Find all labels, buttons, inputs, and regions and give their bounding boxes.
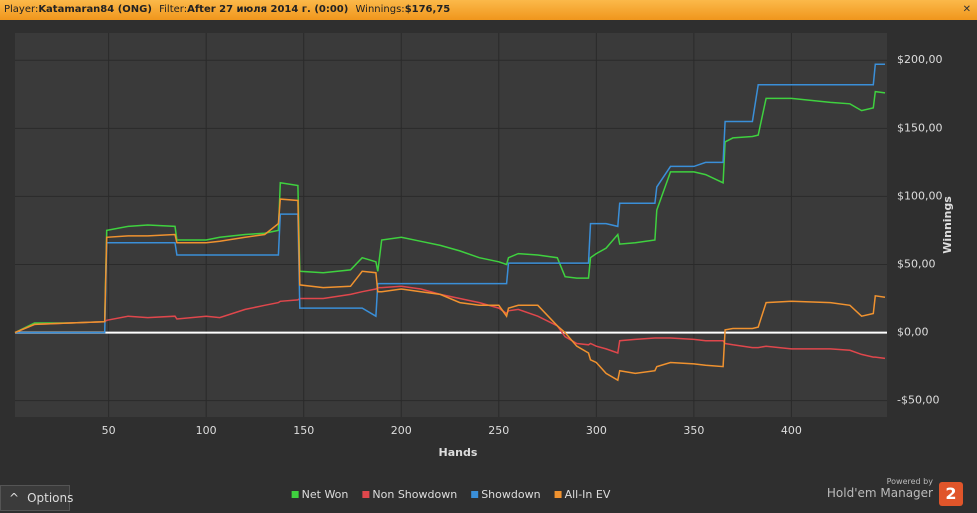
legend: Net Won Non Showdown Showdown All-In EV — [291, 488, 611, 501]
icon: ^ — [9, 491, 20, 505]
y-tick-label: -$50,00 — [897, 394, 939, 407]
x-tick-label: 300 — [586, 424, 607, 437]
legend-swatch — [554, 491, 562, 498]
player: Katamaran84 (ONG) — [38, 4, 152, 15]
options-button[interactable]: ^ Options — [0, 485, 74, 511]
branding: Powered by Hold'em Manager — [827, 477, 933, 500]
legend-label: Non Showdown — [372, 488, 457, 501]
x-tick-label: 50 — [102, 424, 116, 437]
close-button[interactable]: ✕ — [962, 4, 971, 15]
header-bar: Player:Katamaran84 (ONG) Filter:After 27… — [0, 0, 977, 20]
legend-label: Showdown — [481, 488, 540, 501]
series-line — [14, 198, 886, 382]
y-tick-label: $0,00 — [897, 326, 929, 339]
x-axis-title: Hands — [439, 446, 478, 459]
y-tick-label: $100,00 — [897, 189, 943, 202]
x-tick-label: 250 — [488, 424, 509, 437]
label: Filter: — [159, 4, 188, 15]
label: Player: — [4, 4, 39, 15]
series-line — [14, 90, 886, 334]
brand-logo: 2 — [939, 482, 963, 506]
winnings: $176,75 — [404, 4, 451, 15]
brand-name: Hold'em Manager — [826, 486, 933, 500]
y-axis-title: Winnings — [941, 196, 954, 254]
legend-swatch — [471, 491, 479, 498]
legend-label: Net Won — [302, 488, 349, 501]
series-line — [15, 63, 885, 334]
legend-swatch — [362, 491, 370, 498]
powered-by: Powered by — [886, 477, 933, 486]
y-tick-label: $150,00 — [897, 121, 943, 134]
x-tick-label: 150 — [293, 424, 314, 437]
x-tick-label: 100 — [196, 424, 217, 437]
chart: Hands Winnings 50 100 150 200 250 300 350 400 -$… — [14, 33, 954, 501]
label: Winnings: — [355, 4, 405, 15]
y-tick-label: $200,00 — [897, 53, 943, 66]
legend-label: All-In EV — [565, 488, 611, 501]
filter: After 27 июля 2014 г. (0:00) — [187, 4, 349, 15]
x-tick-label: 200 — [391, 424, 412, 437]
y-tick-label: $50,00 — [897, 257, 936, 270]
legend-swatch — [291, 491, 299, 498]
x-tick-label: 350 — [683, 424, 704, 437]
options-label: Options — [27, 491, 74, 505]
x-tick-label: 400 — [781, 424, 802, 437]
